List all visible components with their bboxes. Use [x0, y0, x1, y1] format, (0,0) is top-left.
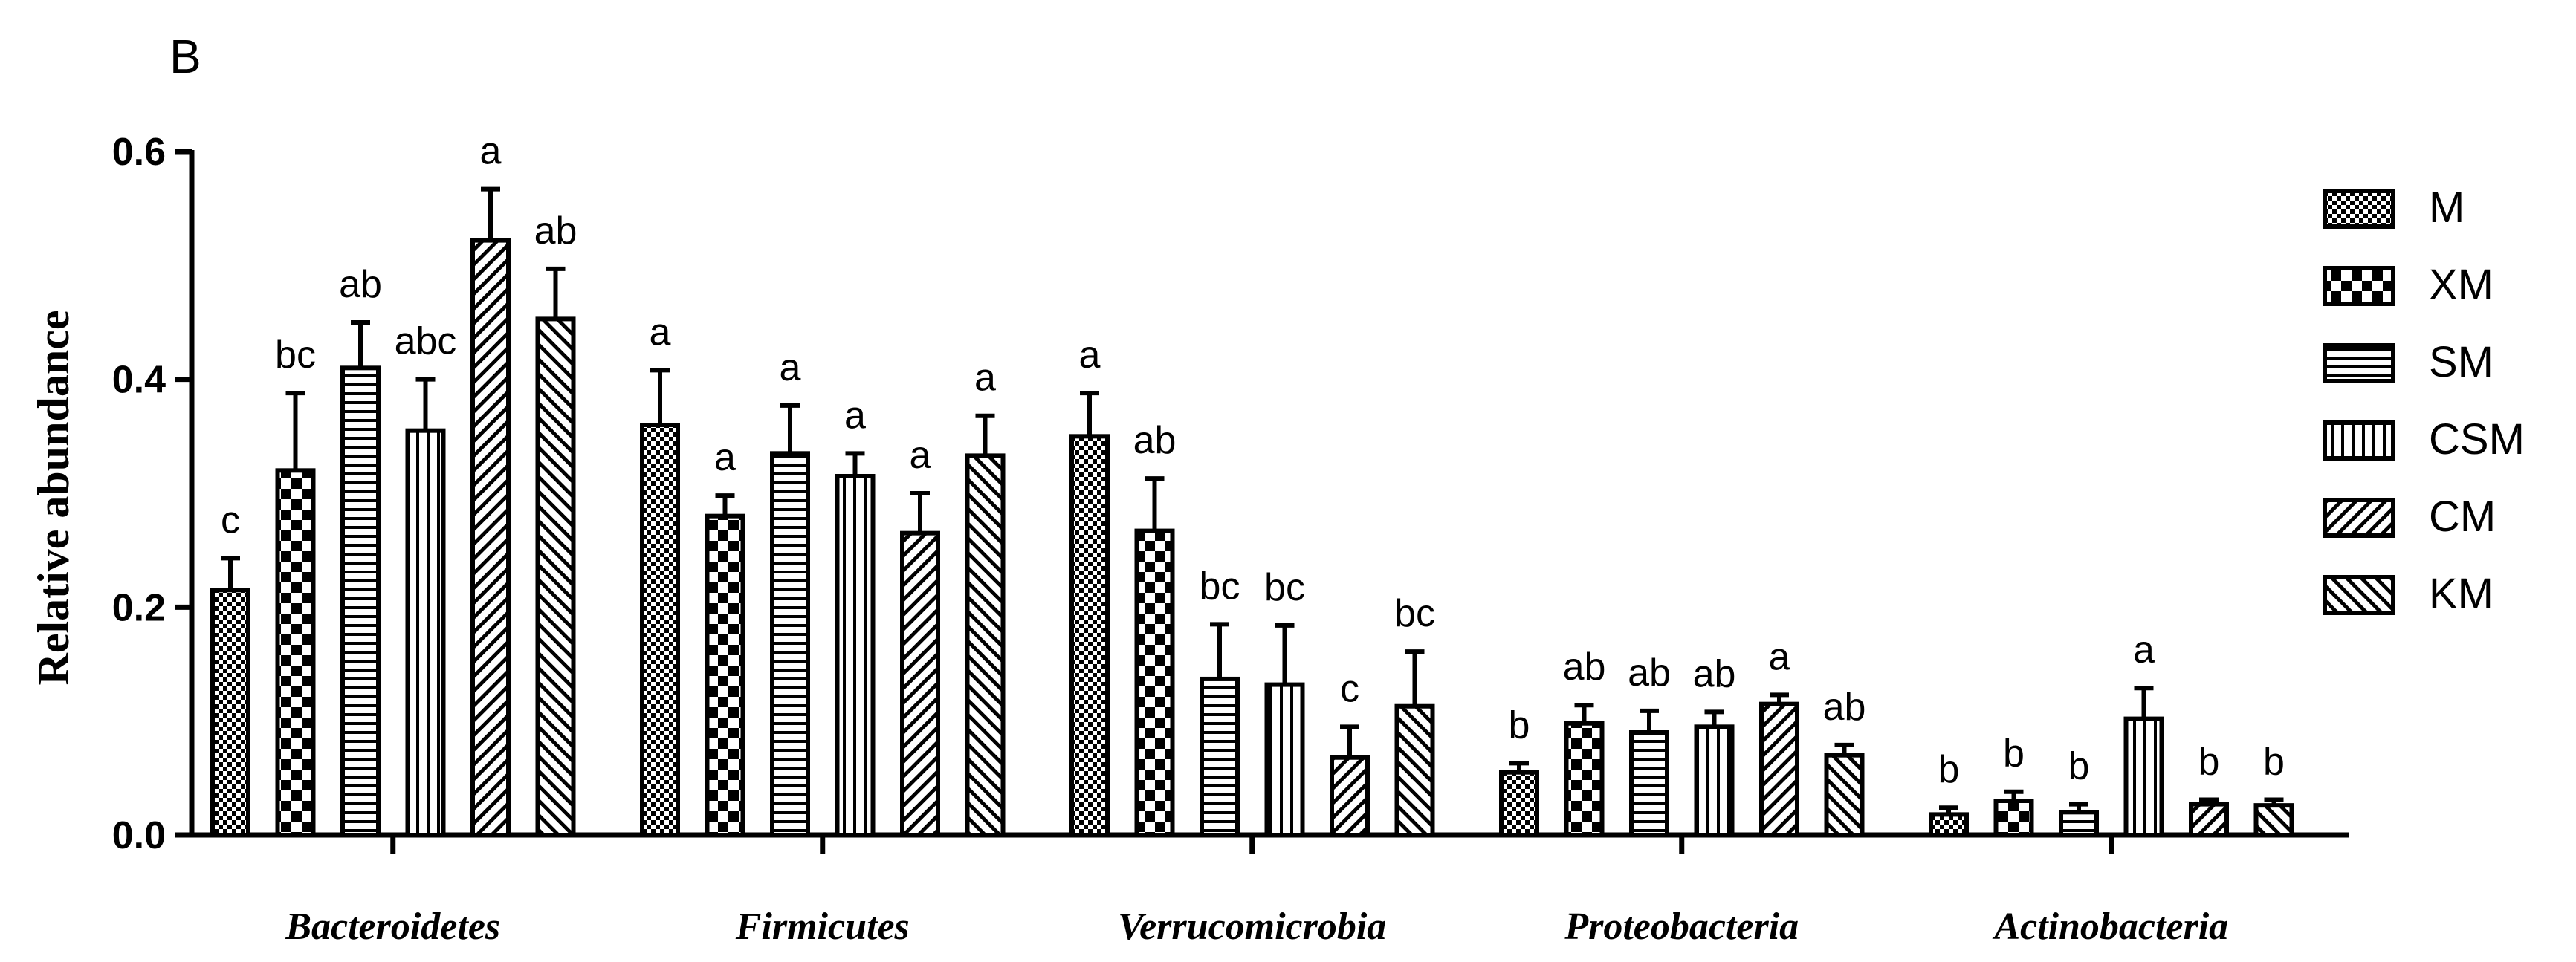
legend-label-km: KM	[2429, 570, 2494, 618]
significance-label: ab	[339, 263, 382, 306]
bar-csm-verrucomicrobia	[1264, 682, 1305, 837]
x-tick-label: Verrucomicrobia	[1118, 906, 1386, 948]
bar-m-firmicutes	[640, 423, 680, 837]
significance-label: a	[2133, 628, 2155, 672]
bar-m-bacteroidetes	[210, 588, 250, 837]
bar-km-firmicutes	[965, 453, 1006, 838]
significance-label: b	[2003, 732, 2025, 776]
significance-label: b	[1938, 748, 1960, 791]
bar-sm-actinobacteria	[2059, 810, 2099, 838]
bar-km-bacteroidetes	[535, 316, 576, 837]
legend-swatch-sm	[2323, 343, 2395, 383]
bar-sm-verrucomicrobia	[1200, 676, 1240, 838]
bar-csm-proteobacteria	[1694, 724, 1735, 837]
bar-km-verrucomicrobia	[1394, 703, 1435, 837]
significance-label: ab	[1693, 652, 1736, 695]
significance-label: abc	[395, 320, 457, 363]
legend-swatch-km	[2323, 575, 2395, 615]
bar-km-actinobacteria	[2253, 803, 2294, 837]
significance-label: a	[910, 434, 931, 477]
y-axis-label: Relative abundance	[29, 310, 78, 685]
y-tick-label: 0.2	[112, 586, 166, 629]
bar-csm-bacteroidetes	[405, 428, 446, 837]
x-tick-label: Firmicutes	[735, 906, 910, 948]
bar-sm-bacteroidetes	[340, 365, 381, 838]
legend-swatch-csm	[2323, 420, 2395, 461]
significance-label: ab	[534, 209, 577, 253]
significance-label: ab	[1628, 651, 1671, 695]
legend-label-xm: XM	[2429, 261, 2494, 309]
bar-xm-bacteroidetes	[275, 468, 316, 837]
significance-label: ab	[1563, 646, 1606, 689]
x-tick-label: Bacteroidetes	[285, 906, 500, 948]
bar-sm-firmicutes	[770, 451, 810, 837]
bar-cm-proteobacteria	[1759, 701, 1799, 838]
significance-label: b	[2263, 740, 2285, 783]
legend-swatch-cm	[2323, 498, 2395, 538]
significance-label: bc	[1264, 566, 1305, 609]
significance-label: a	[480, 130, 502, 173]
legend-swatch-m	[2323, 189, 2395, 229]
y-tick-label: 0.0	[112, 814, 166, 857]
significance-label: a	[780, 346, 801, 389]
panel-label: B	[169, 30, 201, 83]
legend-label-m: M	[2429, 183, 2465, 232]
bar-km-proteobacteria	[1824, 753, 1865, 838]
significance-label: a	[974, 357, 996, 400]
bar-cm-actinobacteria	[2189, 802, 2229, 837]
x-tick-label: Actinobacteria	[1992, 906, 2228, 948]
bar-xm-actinobacteria	[1993, 799, 2034, 837]
significance-label: ab	[1133, 419, 1177, 462]
bar-m-actinobacteria	[1929, 812, 1969, 838]
significance-label: b	[2068, 745, 2090, 788]
bar-xm-firmicutes	[705, 513, 745, 838]
significance-label: a	[1769, 635, 1790, 678]
significance-label: c	[221, 498, 240, 542]
significance-label: b	[2198, 740, 2220, 783]
bar-m-verrucomicrobia	[1069, 434, 1110, 837]
bar-xm-proteobacteria	[1564, 721, 1605, 837]
significance-label: bc	[275, 334, 316, 377]
significance-label: bc	[1200, 565, 1240, 608]
significance-label: c	[1340, 667, 1359, 710]
bar-csm-firmicutes	[835, 474, 876, 837]
legend-label-sm: SM	[2429, 338, 2494, 386]
x-tick-label: Proteobacteria	[1564, 906, 1799, 948]
significance-label: b	[1509, 703, 1530, 747]
bar-m-proteobacteria	[1499, 770, 1539, 837]
bar-cm-verrucomicrobia	[1330, 755, 1370, 838]
significance-label: a	[650, 311, 671, 354]
bar-sm-proteobacteria	[1629, 730, 1669, 837]
significance-label: a	[1079, 334, 1101, 377]
significance-label: a	[714, 436, 736, 479]
legend-label-csm: CSM	[2429, 415, 2525, 464]
legend-label-cm: CM	[2429, 493, 2496, 541]
y-tick-label: 0.4	[112, 359, 166, 402]
legend: M XM SM CSM CM KM	[2323, 183, 2525, 618]
legend-swatch-xm	[2323, 266, 2395, 306]
bar-cm-bacteroidetes	[470, 238, 511, 838]
y-tick-label: 0.6	[112, 131, 166, 174]
significance-label: a	[844, 394, 866, 437]
significance-label: bc	[1394, 592, 1435, 635]
significance-label: ab	[1823, 686, 1866, 729]
bar-xm-verrucomicrobia	[1134, 528, 1175, 837]
bar-cm-firmicutes	[900, 530, 940, 838]
bar-csm-actinobacteria	[2123, 716, 2164, 837]
